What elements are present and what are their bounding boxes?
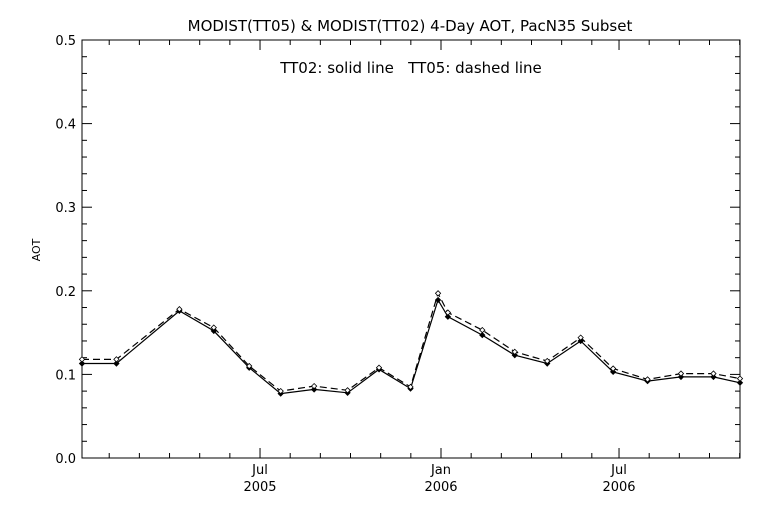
chart-title: MODIST(TT05) & MODIST(TT02) 4-Day AOT, P… <box>188 17 633 35</box>
data-point-tt02 <box>677 373 685 381</box>
data-point-tt02 <box>113 360 120 367</box>
data-point-tt05 <box>176 306 183 313</box>
data-point-tt02 <box>609 368 617 376</box>
data-point-tt05 <box>344 387 351 394</box>
x-tick-label-year: 2006 <box>602 480 635 495</box>
data-point-tt05 <box>310 382 318 390</box>
y-tick-label: 0.0 <box>55 452 76 467</box>
x-tick-label-month: Jan <box>430 463 451 478</box>
data-point-tt05 <box>277 387 284 395</box>
data-point-tt02 <box>479 331 486 339</box>
y-axis-label: AOT <box>30 238 43 261</box>
data-point-tt02 <box>577 337 584 345</box>
data-point-tt02 <box>511 352 518 359</box>
data-point-tt05 <box>407 383 414 391</box>
data-point-tt02 <box>444 313 452 320</box>
x-tick-label-month: Jul <box>251 463 268 478</box>
data-point-tt05 <box>479 326 486 334</box>
data-point-tt02 <box>78 360 86 367</box>
x-tick-label-year: 2005 <box>243 480 276 495</box>
x-tick-label-month: Jul <box>610 463 627 478</box>
data-point-tt05 <box>434 290 442 297</box>
y-tick-label: 0.3 <box>55 201 76 216</box>
data-point-tt05 <box>710 370 717 377</box>
data-point-tt05 <box>78 356 86 363</box>
data-point-tt05 <box>577 334 584 341</box>
series-lines <box>78 290 744 397</box>
data-point-tt05 <box>210 324 217 331</box>
data-point-tt02 <box>310 386 318 393</box>
x-tick-label-year: 2006 <box>424 480 457 495</box>
data-point-tt05 <box>677 370 685 377</box>
y-tick-label: 0.4 <box>55 118 76 133</box>
data-point-tt05 <box>511 348 518 355</box>
data-point-tt02 <box>710 373 717 381</box>
data-point-tt05 <box>113 356 120 363</box>
data-point-tt05 <box>544 357 551 365</box>
data-point-tt05 <box>246 362 253 370</box>
y-tick-label: 0.2 <box>55 285 76 300</box>
plot-frame <box>81 39 741 459</box>
data-point-tt05 <box>644 376 651 383</box>
data-point-tt02 <box>434 296 442 304</box>
axes-ticks: 0.0 0.1 0.2 0.3 0.4 0.5 Jul 2005 Jan 2006 Jul 2006 <box>55 34 741 495</box>
data-point-tt02 <box>736 379 744 386</box>
data-point-tt05 <box>444 309 452 316</box>
data-point-tt05 <box>609 365 617 372</box>
chart-annotation: TT02: solid line TT05: dashed line <box>279 59 542 77</box>
y-tick-label: 0.1 <box>55 368 76 383</box>
series-line-tt02 <box>82 298 741 395</box>
data-point-tt05 <box>736 375 744 382</box>
data-point-tt05 <box>375 364 383 371</box>
y-tick-label: 0.5 <box>55 34 76 49</box>
